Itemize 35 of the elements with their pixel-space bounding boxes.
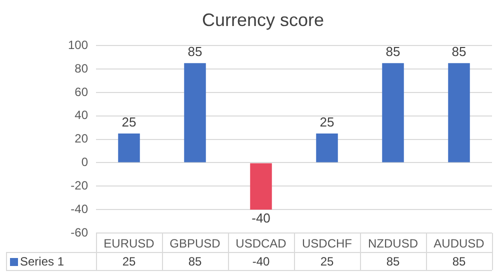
data-label: 85 [452, 254, 466, 268]
x-tick-label: USDCHF [302, 236, 352, 251]
y-tick-label: -60 [70, 225, 88, 240]
annotation: -40 [252, 210, 270, 226]
annotation: 85 [386, 44, 400, 60]
y-tick-label: 20 [74, 132, 88, 146]
chart-title: Currency score [202, 10, 324, 30]
data-label: 85 [188, 254, 202, 268]
annotation: 25 [320, 114, 334, 130]
data-label: 25 [320, 254, 334, 268]
bar [184, 63, 206, 162]
legend-label: Series 1 [20, 254, 64, 268]
bar [448, 63, 470, 162]
x-tick-label: AUDUSD [434, 236, 485, 251]
data-label: 85 [386, 254, 400, 268]
annotation: 25 [122, 114, 136, 130]
bar [316, 133, 338, 162]
y-tick-label: -40 [70, 202, 88, 216]
x-tick-label: NZDUSD [368, 236, 418, 251]
bar [250, 163, 272, 210]
y-tick-label: 80 [74, 61, 88, 76]
x-tick-label: EURUSD [104, 236, 155, 251]
bar [118, 133, 140, 162]
y-tick-label: 40 [74, 108, 88, 122]
data-label: 25 [122, 254, 136, 268]
data-label: -40 [252, 254, 270, 268]
annotation: 85 [452, 44, 466, 60]
y-tick-label: -20 [70, 178, 88, 192]
y-tick-label: 60 [74, 84, 88, 99]
annotation: 85 [188, 44, 202, 60]
x-tick-label: GBPUSD [170, 236, 221, 251]
y-tick-label: 100 [68, 38, 88, 52]
bar [382, 63, 404, 162]
x-tick-label: USDCAD [236, 236, 287, 251]
y-tick-label: 0 [81, 155, 88, 170]
